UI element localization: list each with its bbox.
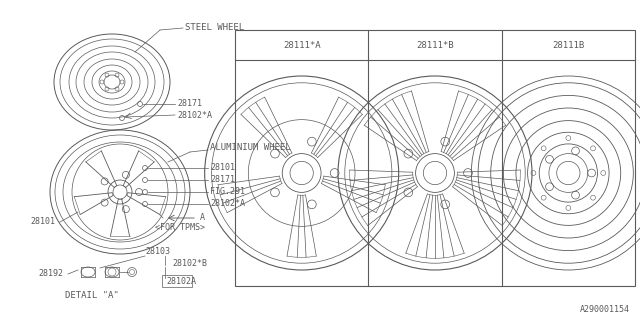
Text: 28102*A: 28102*A bbox=[177, 110, 212, 119]
Text: 28192: 28192 bbox=[38, 269, 63, 278]
Text: 28171: 28171 bbox=[177, 100, 202, 108]
Text: 28111B: 28111B bbox=[552, 41, 584, 50]
Text: 28102*B: 28102*B bbox=[172, 259, 207, 268]
Text: 28101: 28101 bbox=[210, 164, 235, 172]
Text: 28171: 28171 bbox=[210, 175, 235, 185]
Bar bbox=[162, 275, 192, 287]
Text: 28103: 28103 bbox=[145, 247, 170, 257]
Text: ALUMINIUM WHEEL: ALUMINIUM WHEEL bbox=[210, 143, 291, 153]
Text: A: A bbox=[200, 213, 205, 222]
Text: 28111*A: 28111*A bbox=[283, 41, 321, 50]
Text: 28102*A: 28102*A bbox=[210, 199, 245, 209]
Text: STEEL WHEEL: STEEL WHEEL bbox=[185, 23, 244, 33]
Text: 28101: 28101 bbox=[30, 218, 55, 227]
Text: DETAIL "A": DETAIL "A" bbox=[65, 291, 119, 300]
Text: 28102A: 28102A bbox=[166, 276, 196, 285]
Text: <FOR TPMS>: <FOR TPMS> bbox=[155, 223, 205, 233]
Text: 28111*B: 28111*B bbox=[416, 41, 454, 50]
Text: FIG.291: FIG.291 bbox=[210, 188, 245, 196]
Bar bbox=[235, 30, 635, 286]
Text: A290001154: A290001154 bbox=[580, 306, 630, 315]
